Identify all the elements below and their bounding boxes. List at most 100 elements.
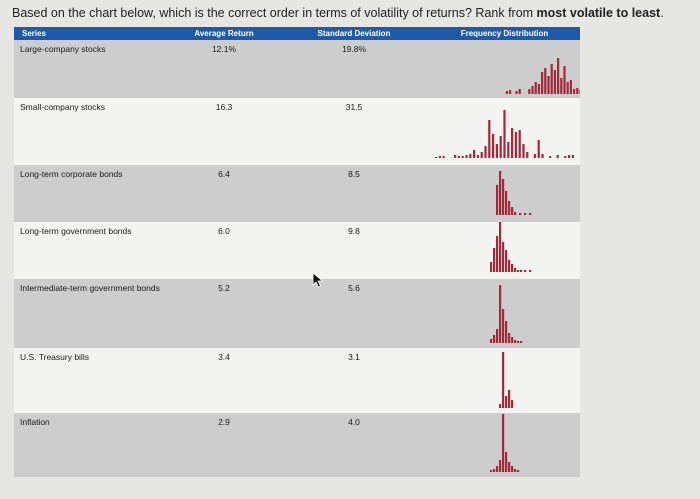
average-return: 16.3 <box>215 102 233 112</box>
histogram-bar <box>505 321 508 343</box>
histogram-bar <box>514 268 517 272</box>
histogram-bar <box>531 86 534 94</box>
histogram-bar <box>537 84 540 94</box>
histogram-bar <box>520 270 523 272</box>
histogram-bar <box>563 66 566 94</box>
histogram-bar <box>514 469 517 472</box>
histogram-bar <box>518 130 521 158</box>
frequency-histogram <box>429 222 580 279</box>
histogram-bar <box>522 144 525 158</box>
histogram-bar <box>529 270 532 272</box>
returns-table: Series Average Return Standard Deviation… <box>14 27 580 477</box>
histogram-bar <box>517 470 520 472</box>
histogram-bar <box>503 110 506 158</box>
histogram-bar <box>569 80 572 94</box>
histogram-bar <box>517 341 520 343</box>
histogram-bar <box>496 236 499 272</box>
average-return: 3.4 <box>218 352 230 362</box>
histogram-bar <box>576 88 579 94</box>
histogram-bar <box>493 469 496 472</box>
series-name: U.S. Treasury bills <box>20 352 89 362</box>
histogram-inflation <box>490 414 520 472</box>
histogram-bar <box>435 157 438 158</box>
histogram-bar <box>499 136 502 158</box>
histogram-bar <box>499 171 502 215</box>
histogram-bar <box>488 120 491 158</box>
histogram-bar <box>509 90 512 94</box>
table-row: Intermediate-term government bonds 5.2 5… <box>14 279 580 348</box>
histogram-bar <box>511 264 514 272</box>
histogram-bar <box>547 76 550 94</box>
average-return: 6.4 <box>218 169 230 179</box>
histogram-bar <box>511 128 514 158</box>
table-row: Inflation 2.9 4.0 <box>14 413 580 477</box>
histogram-bar <box>519 213 522 215</box>
histogram-bar <box>514 212 517 215</box>
histogram-bar <box>528 89 531 94</box>
standard-deviation: 5.6 <box>348 283 360 293</box>
histogram-bar <box>508 333 511 343</box>
header-frequency-distribution: Frequency Distribution <box>460 29 549 38</box>
histogram-bar <box>499 404 502 408</box>
histogram-government-bonds <box>490 222 532 272</box>
histogram-bar <box>505 396 508 408</box>
histogram-bar <box>517 270 520 272</box>
histogram-bar <box>549 156 552 158</box>
frequency-histogram <box>429 165 580 222</box>
frequency-histogram <box>429 348 580 413</box>
header-average-return: Average Return <box>194 29 254 38</box>
frequency-histogram <box>429 413 580 477</box>
histogram-bar <box>438 156 441 158</box>
histogram-bar <box>508 260 511 272</box>
histogram-bar <box>524 213 527 215</box>
histogram-large-company <box>505 58 580 94</box>
histogram-bar <box>526 152 529 158</box>
histogram-bar <box>495 144 498 158</box>
histogram-bar <box>505 452 508 472</box>
histogram-bar <box>490 470 493 472</box>
histogram-bar <box>534 82 537 94</box>
table-header: Series Average Return Standard Deviation… <box>14 27 580 40</box>
histogram-bar <box>524 270 527 272</box>
standard-deviation: 31.5 <box>345 102 363 112</box>
histogram-bar <box>518 89 521 94</box>
histogram-intermediate-bonds <box>490 285 523 343</box>
standard-deviation: 8.5 <box>348 169 360 179</box>
histogram-bar <box>502 242 505 272</box>
mouse-pointer-icon <box>312 272 324 288</box>
histogram-bar <box>505 191 508 215</box>
histogram-bar <box>502 352 505 408</box>
series-name: Intermediate-term government bonds <box>20 283 160 293</box>
question-prefix: Based on the chart below, which is the c… <box>12 6 537 20</box>
histogram-bar <box>476 155 479 158</box>
table-row: Large-company stocks 12.1% 19.8% <box>14 40 580 98</box>
histogram-bar <box>515 91 518 94</box>
standard-deviation: 9.8 <box>348 226 360 236</box>
histogram-bar <box>508 201 511 215</box>
histogram-corporate-bonds <box>496 171 532 215</box>
standard-deviation: 19.8% <box>341 44 367 54</box>
histogram-bar <box>557 58 560 94</box>
histogram-bar <box>514 340 517 343</box>
header-standard-deviation: Standard Deviation <box>317 29 391 38</box>
series-name: Small-company stocks <box>20 102 106 112</box>
histogram-bar <box>579 90 580 94</box>
standard-deviation: 4.0 <box>348 417 360 427</box>
histogram-bar <box>573 89 576 94</box>
histogram-bar <box>492 134 495 158</box>
histogram-small-company <box>435 110 574 158</box>
histogram-bar <box>560 78 563 94</box>
histogram-bar <box>511 466 514 472</box>
histogram-bar <box>496 185 499 215</box>
histogram-treasury-bills <box>499 352 514 408</box>
average-return: 5.2 <box>218 283 230 293</box>
histogram-bar <box>511 207 514 215</box>
histogram-bar <box>544 68 547 94</box>
histogram-bar <box>442 156 445 158</box>
histogram-bar <box>484 146 487 158</box>
histogram-bar <box>511 400 514 408</box>
histogram-bar <box>480 152 483 158</box>
table-row: Long-term government bonds 6.0 9.8 <box>14 222 580 279</box>
series-name: Inflation <box>20 417 50 427</box>
question-emphasis: most volatile to least <box>536 6 661 20</box>
